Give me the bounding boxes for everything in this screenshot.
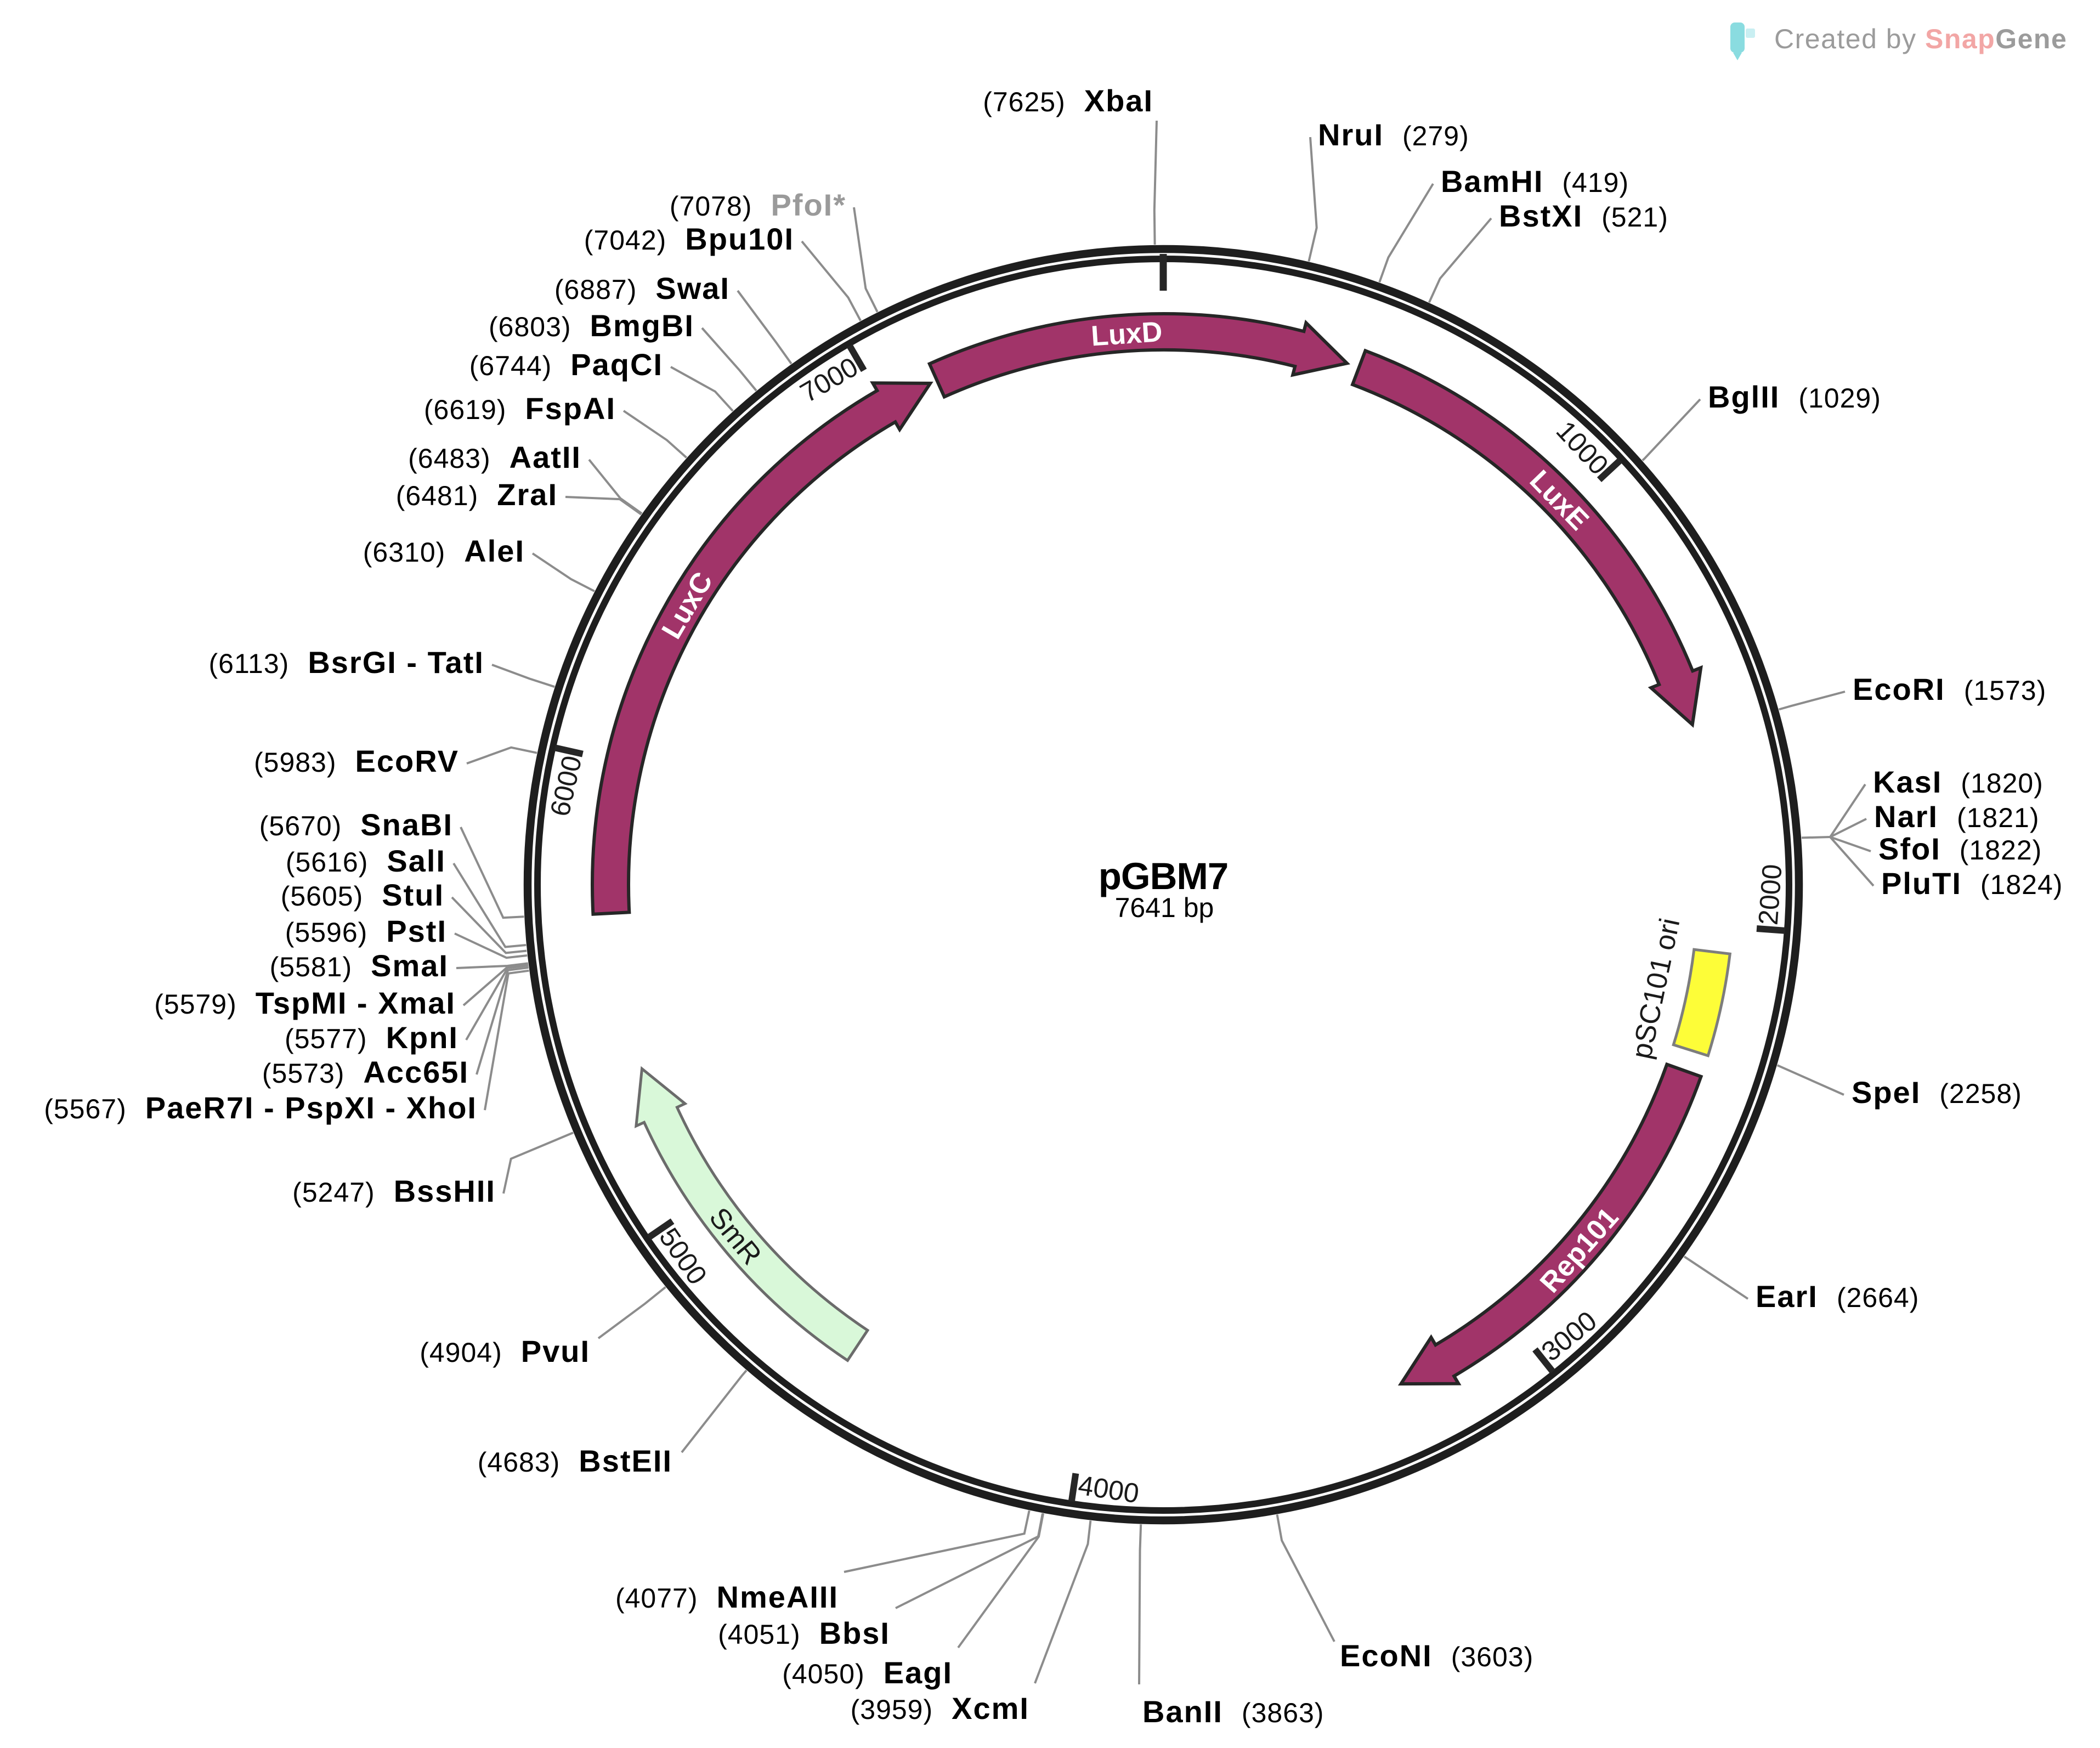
- svg-text:(5983)EcoRV: (5983) EcoRV: [254, 744, 459, 778]
- svg-text:(4051)BbsI: (4051) BbsI: [718, 1616, 890, 1650]
- svg-text:(5567)PaeR7I - PspXI - XhoI: (5567) PaeR7I - PspXI - XhoI: [44, 1090, 477, 1125]
- svg-text:(4904)PvuI: (4904) PvuI: [420, 1334, 590, 1368]
- svg-text:(5573)Acc65I: (5573) Acc65I: [262, 1055, 469, 1089]
- svg-text:(6310)AleI: (6310) AleI: [363, 534, 525, 568]
- svg-text:EcoRI(1573): EcoRI (1573): [1853, 672, 2046, 706]
- svg-text:(6483)AatII: (6483) AatII: [408, 440, 581, 474]
- svg-text:(6744)PaqCI: (6744) PaqCI: [469, 347, 663, 382]
- svg-text:LuxD: LuxD: [1090, 316, 1164, 352]
- svg-text:BamHI(419): BamHI (419): [1441, 164, 1629, 199]
- svg-text:(3959)XcmI: (3959) XcmI: [851, 1691, 1029, 1726]
- svg-text:(6619)FspAI: (6619) FspAI: [424, 391, 616, 426]
- svg-text:(6803)BmgBI: (6803) BmgBI: [489, 308, 694, 343]
- svg-text:(5247)BssHII: (5247) BssHII: [292, 1174, 496, 1208]
- svg-text:(5581)SmaI: (5581) SmaI: [270, 948, 449, 983]
- svg-text:(7625)XbaI: (7625) XbaI: [983, 83, 1153, 118]
- svg-text:pGBM7: pGBM7: [1099, 855, 1229, 897]
- svg-text:SfoI(1822): SfoI (1822): [1878, 831, 2042, 866]
- svg-text:(5577)KpnI: (5577) KpnI: [285, 1020, 459, 1055]
- svg-text:(7078)PfoI*: (7078) PfoI*: [670, 188, 846, 222]
- svg-text:BglII(1029): BglII (1029): [1708, 380, 1881, 414]
- svg-text:2000: 2000: [1753, 863, 1788, 926]
- svg-text:NruI(279): NruI (279): [1318, 117, 1469, 152]
- svg-text:7641 bp: 7641 bp: [1115, 892, 1214, 923]
- svg-text:(5616)SalI: (5616) SalI: [286, 844, 446, 878]
- svg-text:EcoNI(3603): EcoNI (3603): [1340, 1638, 1533, 1673]
- svg-text:EarI(2664): EarI (2664): [1756, 1279, 1919, 1314]
- svg-text:(5605)StuI: (5605) StuI: [281, 878, 444, 912]
- svg-text:(5596)PstI: (5596) PstI: [285, 914, 447, 948]
- svg-text:(6113)BsrGI - TatI: (6113) BsrGI - TatI: [209, 645, 485, 680]
- svg-text:(5670)SnaBI: (5670) SnaBI: [259, 807, 453, 842]
- svg-text:Created by SnapGene: Created by SnapGene: [1774, 24, 2067, 54]
- svg-text:NarI(1821): NarI (1821): [1874, 799, 2039, 834]
- svg-text:(4077)NmeAIII: (4077) NmeAIII: [615, 1580, 839, 1614]
- svg-text:(4683)BstEII: (4683) BstEII: [478, 1444, 672, 1478]
- svg-text:(5579)TspMI - XmaI: (5579) TspMI - XmaI: [154, 986, 456, 1020]
- svg-text:KasI(1820): KasI (1820): [1873, 765, 2044, 799]
- svg-text:SpeI(2258): SpeI (2258): [1852, 1075, 2022, 1110]
- svg-text:(6887)SwaI: (6887) SwaI: [554, 271, 730, 306]
- svg-text:(4050)EagI: (4050) EagI: [782, 1655, 953, 1690]
- svg-text:BstXI(521): BstXI (521): [1499, 199, 1668, 233]
- svg-text:(7042)Bpu10I: (7042) Bpu10I: [584, 222, 794, 256]
- svg-text:(6481)ZraI: (6481) ZraI: [396, 477, 558, 512]
- svg-text:PluTI(1824): PluTI (1824): [1881, 866, 2063, 901]
- svg-text:BanII(3863): BanII (3863): [1142, 1694, 1324, 1729]
